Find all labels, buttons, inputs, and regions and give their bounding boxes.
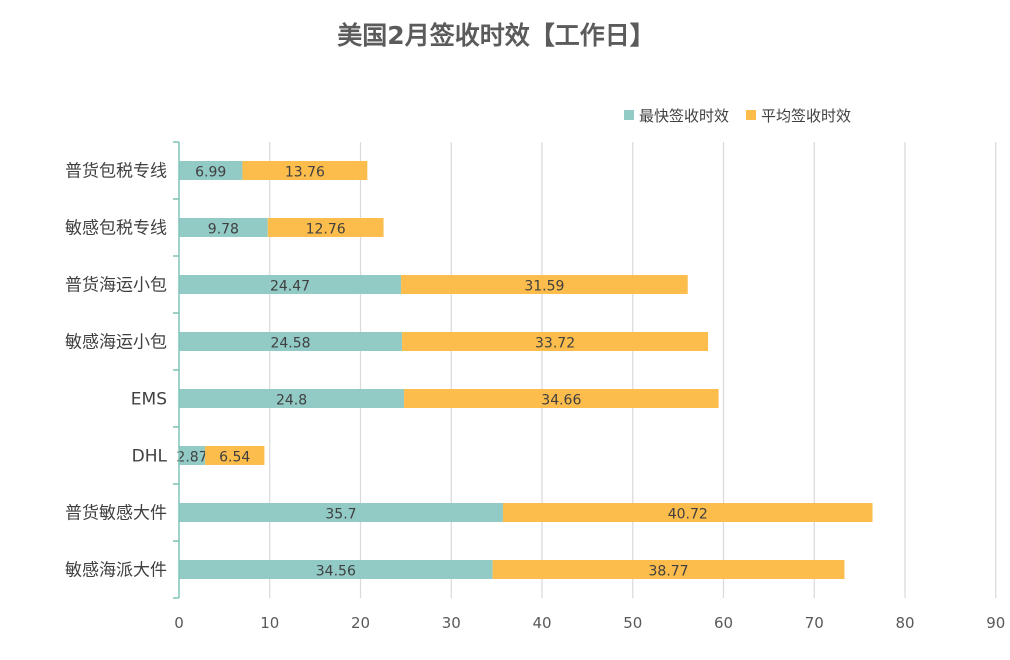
data-label: 31.59 [524, 279, 564, 295]
data-label: 34.66 [541, 393, 581, 409]
data-label: 12.76 [306, 222, 346, 238]
data-label: 24.8 [276, 393, 307, 409]
data-label: 33.72 [535, 336, 575, 352]
bars: 6.99 13.76 9.78 12.76 24.47 31.59 24.58 33.72 24… [176, 161, 873, 580]
chart-title: 美国2月签收时效【工作日】 [337, 21, 654, 50]
legend-swatch [624, 110, 634, 120]
x-tick-label: 50 [623, 614, 642, 632]
bar-average [401, 275, 688, 294]
category-label: 普货包税专线 [65, 162, 167, 182]
data-label: 34.56 [316, 564, 356, 580]
data-label: 13.76 [285, 165, 325, 181]
bar-average [402, 332, 709, 351]
bar-average [242, 161, 368, 180]
data-label: 6.99 [195, 165, 226, 181]
bar-average [205, 446, 265, 465]
bar-average [502, 503, 873, 522]
bar-fastest [179, 332, 403, 351]
x-tick-label: 70 [805, 614, 824, 632]
bar-average [404, 389, 719, 408]
bar-average [267, 218, 384, 237]
bar-fastest [179, 503, 503, 522]
category-label: 敏感海运小包 [65, 333, 167, 353]
data-label: 2.87 [176, 450, 207, 466]
bar-fastest [179, 161, 243, 180]
bar-average [492, 560, 845, 579]
data-label: 24.58 [270, 336, 310, 352]
legend: 最快签收时效 平均签收时效 [624, 107, 851, 125]
x-tick-labels: 0 10 20 30 40 50 60 70 80 90 [174, 614, 1005, 632]
data-label: 40.72 [668, 507, 708, 523]
x-tick-label: 20 [351, 614, 370, 632]
category-label: DHL [132, 447, 168, 467]
legend-label: 最快签收时效 [639, 107, 729, 125]
category-label: 敏感包税专线 [65, 219, 167, 239]
data-label: 9.78 [208, 222, 239, 238]
data-label: 6.54 [219, 450, 250, 466]
x-tick-label: 90 [986, 614, 1005, 632]
x-tick-label: 30 [442, 614, 461, 632]
bar-fastest [179, 389, 405, 408]
data-label: 38.77 [649, 564, 689, 580]
bar-fastest [179, 218, 268, 237]
x-tick-label: 0 [174, 614, 184, 632]
y-axis [173, 141, 180, 599]
legend-label: 平均签收时效 [761, 107, 851, 125]
x-tick-label: 60 [714, 614, 733, 632]
data-label: 35.7 [325, 507, 356, 523]
category-label: 普货敏感大件 [65, 504, 167, 524]
category-label: 普货海运小包 [65, 276, 167, 296]
category-label: EMS [131, 390, 167, 410]
bar-fastest [179, 275, 402, 294]
gridlines [269, 142, 997, 598]
x-tick-label: 40 [532, 614, 551, 632]
bar-fastest [179, 446, 206, 465]
bar-fastest [179, 560, 493, 579]
data-label: 24.47 [270, 279, 310, 295]
x-tick-label: 80 [895, 614, 914, 632]
x-tick-label: 10 [260, 614, 279, 632]
legend-swatch [746, 110, 756, 120]
category-label: 敏感海派大件 [65, 561, 167, 581]
